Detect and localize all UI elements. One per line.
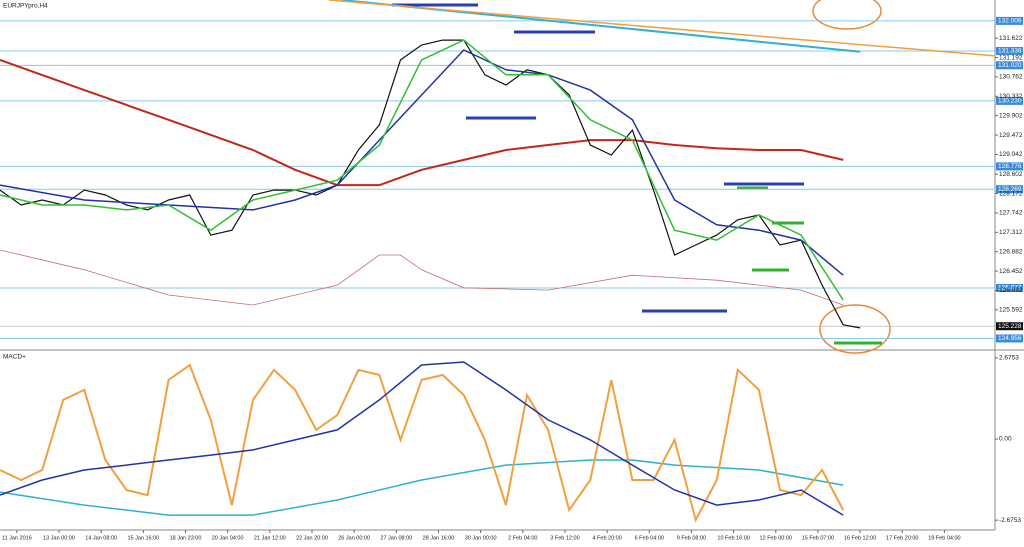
current-price-label: 125.228	[998, 323, 1022, 330]
x-tick-label: 18 Jan 23:00	[170, 535, 202, 541]
x-tick-label: 21 Jan 12:00	[254, 535, 286, 541]
y-tick-label: 0.00	[999, 436, 1012, 443]
x-tick-label: 9 Feb 08:00	[677, 535, 706, 541]
y-tick-label: 126.882	[999, 248, 1023, 255]
x-tick-label: 30 Jan 00:00	[465, 535, 497, 541]
level-label: 130.230	[998, 98, 1022, 105]
level-label: 131.020	[998, 62, 1022, 69]
x-tick-label: 10 Feb 16:00	[717, 535, 749, 541]
level-label-box	[996, 46, 1023, 55]
x-tick-label: 13 Jan 00:00	[43, 535, 75, 541]
x-tick-label: 28 Jan 16:00	[423, 535, 455, 541]
level-label: 128.776	[998, 163, 1022, 170]
level-label-box	[996, 16, 1023, 25]
level-label: 131.338	[998, 48, 1022, 55]
series-line	[328, 0, 996, 57]
annotations	[392, 0, 891, 354]
x-tick-label: 12 Feb 00:00	[760, 535, 792, 541]
y-tick-label: 127.742	[999, 210, 1023, 217]
series-line	[0, 459, 844, 516]
level-label-box	[996, 185, 1023, 194]
level-label: 124.956	[998, 335, 1022, 342]
x-tick-label: 20 Jan 04:00	[212, 535, 244, 541]
level-label: 132.006	[998, 18, 1022, 25]
level-label-box	[996, 162, 1023, 171]
x-tick-label: 22 Jan 20:00	[296, 535, 328, 541]
level-label-box	[996, 61, 1023, 70]
series-line	[0, 363, 845, 523]
x-tick-label: 6 Feb 04:00	[635, 535, 664, 541]
level-label-box	[996, 334, 1023, 343]
x-tick-label: 14 Jan 08:00	[85, 535, 117, 541]
y-tick-label: 131.192	[999, 54, 1023, 61]
y-tick-label: 126.022	[999, 287, 1023, 294]
level-label: 126.077	[998, 285, 1022, 292]
y-tick-label: 131.622	[999, 35, 1023, 42]
x-tick-label: 3 Feb 12:00	[550, 535, 579, 541]
level-label-box	[996, 96, 1023, 105]
y-tick-label: 129.472	[999, 132, 1023, 139]
x-tick-label: 26 Jan 00:00	[338, 535, 370, 541]
y-tick-label: 129.042	[999, 151, 1023, 158]
y-tick-label: 128.602	[999, 171, 1023, 178]
y-tick-label: 127.312	[999, 229, 1023, 236]
y-tick-label: 2.6753	[999, 355, 1019, 362]
x-tick-label: 17 Feb 20:00	[886, 535, 918, 541]
y-tick-label: 130.332	[999, 93, 1023, 100]
y-tick-label: 125.592	[999, 307, 1023, 314]
chart-title: EURJPYpro,H4	[3, 3, 48, 10]
x-tick-label: 15 Jan 16:00	[127, 535, 159, 541]
y-tick-label: 130.762	[999, 74, 1023, 81]
x-tick-label: 16 Feb 12:00	[844, 535, 876, 541]
x-tick-label: 15 Feb 07:00	[802, 535, 834, 541]
x-tick-label: 19 Feb 04:00	[928, 535, 960, 541]
series-line	[0, 39, 861, 329]
x-tick-label: 4 Feb 20:00	[592, 535, 621, 541]
x-tick-label: 11 Jan 2016	[2, 535, 32, 541]
y-tick-label: -2.6753	[999, 517, 1021, 524]
x-tick-label: 27 Jan 08:00	[380, 535, 412, 541]
series-line	[0, 58, 844, 187]
x-tick-label: 2 Feb 04:00	[508, 535, 537, 541]
y-tick-label: 128.172	[999, 190, 1023, 197]
level-label-box	[996, 283, 1023, 292]
series-line	[0, 361, 844, 516]
series-line	[0, 249, 844, 306]
current-price-box	[996, 322, 1023, 331]
level-label: 128.269	[998, 186, 1022, 193]
y-tick-label: 129.902	[999, 112, 1023, 119]
y-tick-label: 126.452	[999, 268, 1023, 275]
series-line	[0, 39, 844, 301]
series-line	[0, 49, 844, 276]
indicator-title: MACD+	[3, 354, 26, 361]
